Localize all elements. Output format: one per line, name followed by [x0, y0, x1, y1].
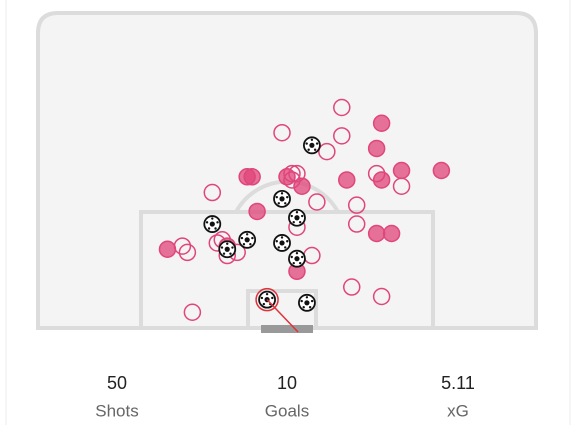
- ball-patch: [310, 138, 314, 141]
- ball-patch: [313, 148, 317, 151]
- ball-patch: [284, 202, 287, 205]
- ball-patch: [262, 302, 266, 306]
- ball-patch: [305, 142, 308, 145]
- ball-patch: [271, 296, 274, 300]
- shot-miss[interactable]: [372, 287, 391, 306]
- shot-on-target[interactable]: [372, 171, 391, 189]
- ball-patch: [280, 236, 284, 239]
- ball-patch: [294, 256, 300, 262]
- shot-on-target[interactable]: [367, 139, 386, 158]
- stat-value: 50: [107, 373, 127, 393]
- ball-patch: [300, 255, 304, 259]
- shot-miss[interactable]: [308, 193, 326, 211]
- ball-patch: [292, 261, 295, 265]
- ball-patch: [290, 214, 293, 218]
- ball-patch: [275, 195, 278, 199]
- shot-miss[interactable]: [318, 142, 336, 161]
- ball-patch: [260, 296, 264, 300]
- stat-label: Shots: [95, 401, 138, 420]
- shot-on-target[interactable]: [372, 114, 391, 132]
- ball-patch: [277, 246, 280, 249]
- shot-on-target[interactable]: [432, 161, 451, 180]
- shot-on-target[interactable]: [293, 177, 311, 195]
- ball-patch: [279, 196, 285, 202]
- ball-patch: [245, 233, 249, 236]
- shot-on-target[interactable]: [248, 202, 266, 221]
- ball-patch: [216, 221, 219, 224]
- ball-patch: [275, 240, 278, 243]
- ball-patch: [207, 227, 211, 230]
- ball-patch: [284, 246, 287, 249]
- ball-patch: [244, 237, 250, 243]
- shot-miss[interactable]: [333, 127, 351, 145]
- ball-patch: [214, 227, 217, 230]
- ball-patch: [298, 261, 302, 265]
- stat-value: 5.11: [441, 373, 475, 393]
- shot-on-target[interactable]: [243, 168, 261, 186]
- six-yard-box: [246, 289, 318, 328]
- stat-label: Goals: [265, 401, 309, 420]
- ball-patch: [231, 246, 234, 249]
- stat-value: 10: [277, 373, 297, 393]
- ball-patch: [298, 220, 302, 224]
- ball-patch: [315, 142, 319, 145]
- shot-miss[interactable]: [273, 123, 291, 142]
- ball-patch: [307, 148, 310, 151]
- ball-patch: [290, 255, 293, 259]
- shot-miss[interactable]: [347, 196, 366, 214]
- ball-patch: [308, 306, 312, 309]
- ball-patch: [309, 142, 315, 148]
- ball-patch: [222, 252, 226, 255]
- ball-patch: [310, 299, 314, 303]
- ball-patch: [295, 211, 299, 214]
- ball-patch: [209, 221, 215, 227]
- ball-patch: [280, 192, 284, 195]
- stat-label: xG: [447, 401, 469, 420]
- ball-patch: [304, 300, 310, 306]
- shot-miss[interactable]: [333, 98, 351, 117]
- ball-patch: [265, 292, 269, 296]
- shot-on-target[interactable]: [382, 224, 401, 243]
- shot-on-target[interactable]: [278, 168, 296, 186]
- shot-on-target[interactable]: [158, 240, 177, 258]
- ball-patch: [279, 240, 285, 246]
- goal: [261, 325, 313, 333]
- ball-patch: [277, 202, 280, 205]
- shot-miss[interactable]: [178, 243, 197, 262]
- shot-miss[interactable]: [347, 215, 366, 233]
- ball-patch: [305, 296, 309, 299]
- shot-miss[interactable]: [203, 183, 222, 202]
- ball-patch: [302, 306, 305, 309]
- ball-patch: [294, 215, 300, 221]
- ball-patch: [286, 195, 289, 199]
- selected-shot-path: [266, 299, 299, 333]
- ball-patch: [240, 236, 244, 240]
- ball-patch: [286, 240, 289, 243]
- ball-patch: [292, 220, 295, 224]
- penalty-box: [139, 210, 435, 328]
- selected-shot-ring: [255, 287, 279, 312]
- shot-miss[interactable]: [342, 278, 361, 296]
- ball-patch: [226, 242, 229, 245]
- shot-on-target[interactable]: [392, 161, 411, 180]
- ball-patch: [295, 252, 299, 255]
- ball-patch: [224, 246, 230, 252]
- shot-on-target[interactable]: [367, 224, 386, 243]
- shot-on-target[interactable]: [338, 171, 356, 189]
- ball-patch: [205, 221, 209, 224]
- ball-patch: [300, 214, 304, 218]
- ball-patch: [220, 246, 224, 249]
- ball-patch: [211, 217, 214, 220]
- ball-patch: [249, 243, 252, 246]
- ball-patch: [229, 252, 232, 255]
- ball-patch: [242, 243, 246, 246]
- shot-miss[interactable]: [183, 303, 202, 321]
- ball-patch: [251, 236, 254, 240]
- ball-patch: [300, 299, 303, 303]
